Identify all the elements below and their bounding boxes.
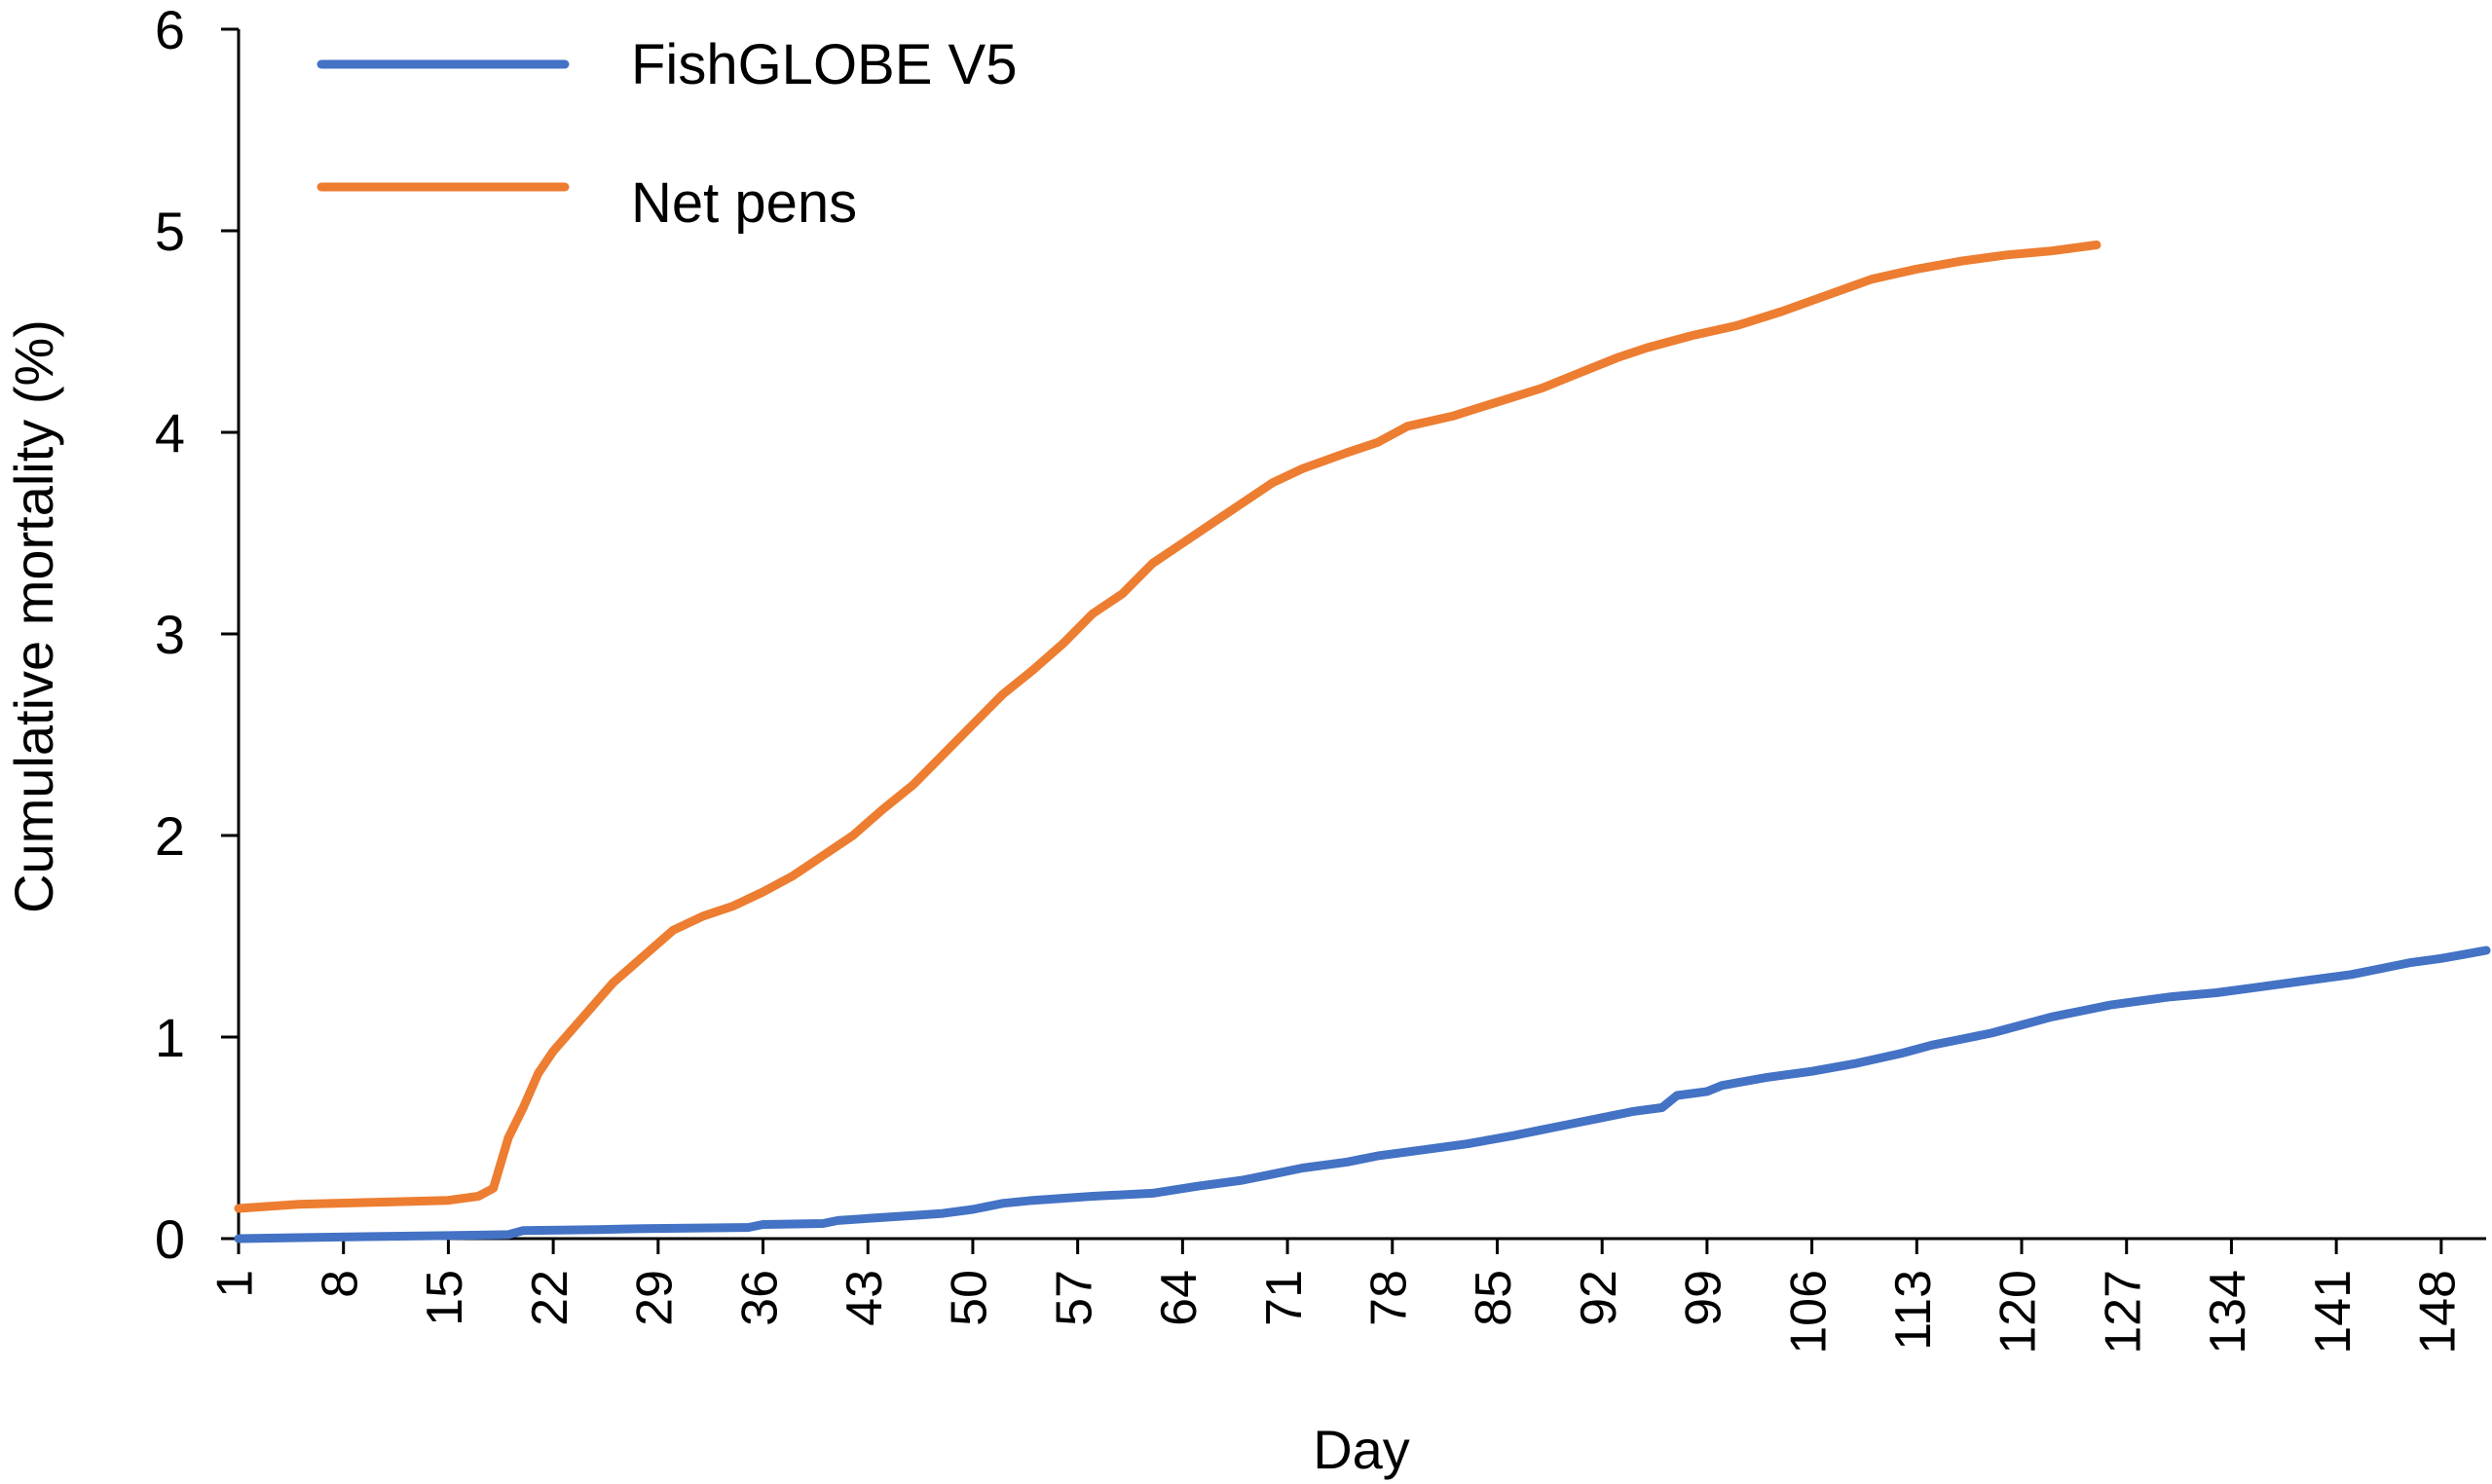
x-tick-label: 78	[1361, 1270, 1418, 1326]
series-line-fishglobe-v5	[234, 946, 2491, 1243]
x-tick-label: 127	[2095, 1270, 2151, 1354]
x-tick-label: 99	[1676, 1270, 1732, 1326]
x-tick-label: 120	[1990, 1270, 2047, 1354]
x-tick-label: 85	[1466, 1270, 1522, 1326]
x-tick-label: 134	[2200, 1270, 2256, 1354]
y-tick-label: 0	[155, 1208, 185, 1270]
y-tick-label: 4	[155, 402, 185, 464]
x-tick-label: 141	[2305, 1270, 2362, 1354]
legend: FishGLOBE V5 Net pens	[316, 33, 1017, 235]
x-tick-label: 113	[1885, 1270, 1942, 1351]
y-tick-label: 2	[155, 805, 185, 867]
y-tick-label: 1	[155, 1007, 185, 1068]
x-tick-label: 106	[1780, 1270, 1837, 1354]
x-tick-label: 43	[837, 1270, 893, 1326]
x-tick-label: 92	[1571, 1270, 1627, 1326]
x-tick-label: 29	[627, 1270, 684, 1326]
x-axis-title: Day	[1313, 1419, 1410, 1480]
x-tick-label: 15	[417, 1270, 473, 1326]
legend-label-fishglobe-v5: FishGLOBE V5	[631, 33, 1017, 96]
x-tick-label: 1	[207, 1270, 264, 1298]
x-tick-label: 22	[522, 1270, 578, 1326]
legend-label-net-pens: Net pens	[631, 171, 857, 235]
y-axis-title: Cumulative mortality (%)	[3, 319, 64, 913]
x-tick-label: 50	[942, 1270, 998, 1326]
x-tick-label: 148	[2410, 1270, 2467, 1354]
y-tick-label: 6	[155, 0, 185, 60]
x-tick-label: 8	[312, 1270, 368, 1298]
y-tick-label: 5	[155, 201, 185, 262]
series-line-net-pens	[234, 241, 2101, 1213]
x-tick-label: 71	[1256, 1270, 1313, 1326]
x-tick-label: 36	[731, 1270, 788, 1326]
y-tick-label: 3	[155, 604, 185, 665]
x-tick-label: 57	[1046, 1270, 1102, 1326]
x-tick-label: 64	[1151, 1270, 1208, 1326]
series-layer	[234, 241, 2491, 1243]
